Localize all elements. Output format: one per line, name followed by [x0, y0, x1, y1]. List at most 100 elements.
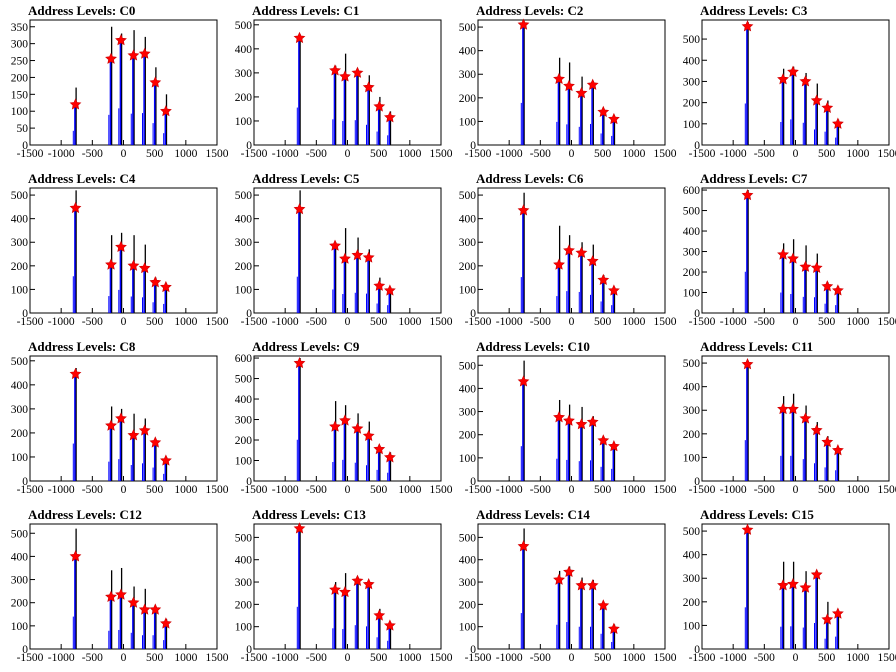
peak-marker	[362, 429, 375, 441]
y-tick-label: 0	[694, 476, 700, 488]
peak-marker	[138, 603, 151, 615]
x-tick-label: -1500	[241, 484, 268, 496]
x-tick-label: 0	[121, 484, 127, 496]
chart-svg: Address Levels: C12 0 100 200 300 400 500 -1500…	[11, 507, 229, 664]
peak-marker	[575, 246, 588, 258]
y-tick-label: 300	[459, 407, 477, 419]
peak-marker	[293, 356, 306, 369]
y-tick-label: 0	[694, 140, 700, 152]
y-tick-label: 500	[11, 528, 29, 540]
peak-marker	[553, 72, 566, 84]
peak-marker	[586, 579, 599, 591]
x-tick-label: 1000	[398, 148, 421, 160]
x-tick-label: 0	[345, 148, 351, 160]
y-tick-label: 0	[22, 140, 28, 152]
y-tick-label: 500	[459, 190, 477, 202]
chart-title: Address Levels: C10	[476, 339, 590, 354]
x-tick-label: -1000	[272, 484, 299, 496]
peak-marker	[553, 411, 566, 423]
y-tick-label: 100	[11, 106, 29, 118]
x-tick-label: 1500	[654, 652, 677, 664]
x-tick-label: 0	[345, 652, 351, 664]
plot-frame	[29, 523, 218, 650]
y-tick-label: 0	[246, 140, 252, 152]
chart-svg: Address Levels: C10100200300400500-1500-…	[235, 3, 453, 160]
x-tick-label: 0	[569, 316, 575, 328]
x-tick-label: 1500	[206, 316, 229, 328]
y-tick-label: 400	[683, 550, 701, 562]
peak-marker	[787, 402, 799, 415]
x-tick-label: 0	[569, 148, 575, 160]
chart-panel: Address Levels: C1 0 100 200 300 400 500 -1500-…	[224, 0, 453, 168]
x-tick-label: 1000	[846, 484, 869, 496]
y-tick-label: 100	[459, 622, 477, 634]
y-tick-label: 300	[235, 415, 253, 427]
peak-marker	[293, 202, 306, 215]
peak-marker	[799, 260, 812, 272]
peak-marker	[127, 259, 140, 271]
peak-marker	[105, 52, 117, 64]
chart-svg: Address Levels: C50100200300400500-1500-…	[235, 171, 453, 328]
plot-frame	[701, 355, 890, 482]
peak-marker	[741, 20, 754, 32]
peak-marker	[832, 284, 844, 296]
peak-marker	[517, 375, 530, 387]
x-tick-label: -500	[754, 652, 775, 664]
x-tick-label: 1000	[174, 652, 197, 664]
peak-marker	[597, 273, 610, 285]
x-tick-label: 500	[818, 148, 836, 160]
peak-marker	[160, 454, 172, 466]
y-tick-label: 300	[683, 573, 701, 585]
x-tick-label: 1500	[654, 484, 677, 496]
x-tick-label: 0	[121, 316, 127, 328]
y-tick-label: 0	[246, 308, 252, 320]
peak-marker	[586, 78, 599, 90]
peak-marker	[160, 617, 172, 629]
y-tick-label: 500	[235, 20, 253, 32]
plot-frame	[253, 523, 442, 650]
x-tick-label: 1500	[430, 484, 453, 496]
x-tick-label: 1500	[878, 652, 896, 664]
x-tick-label: -500	[530, 484, 551, 496]
peak-marker	[105, 419, 118, 431]
chart-panel: Address Levels: C3 0 100 200 300 400 500 -1500-…	[672, 0, 896, 168]
chart-panel: Address Levels: C15 0 100 200 300 400 500 -1500…	[672, 504, 896, 672]
x-tick-label: 1000	[846, 316, 869, 328]
y-tick-label: 0	[694, 308, 700, 320]
x-tick-label: 1000	[622, 484, 645, 496]
y-tick-label: 100	[459, 453, 477, 465]
y-tick-label: 0	[22, 476, 28, 488]
x-tick-label: -1500	[17, 316, 44, 328]
x-tick-label: 0	[793, 484, 799, 496]
peak-marker	[351, 248, 364, 261]
peak-marker	[160, 280, 172, 293]
peak-marker	[777, 73, 790, 85]
x-tick-label: 0	[569, 652, 575, 664]
chart-title: Address Levels: C3	[700, 3, 808, 18]
chart-title: Address Levels: C0	[28, 3, 135, 18]
x-tick-label: -1500	[241, 652, 268, 664]
peak-marker	[160, 104, 172, 117]
y-tick-label: 100	[683, 119, 701, 131]
peak-marker	[821, 101, 834, 113]
y-tick-label: 0	[22, 308, 28, 320]
peak-marker	[127, 429, 140, 441]
peak-marker	[69, 201, 82, 214]
x-tick-label: -1500	[465, 316, 492, 328]
y-tick-label: 200	[11, 261, 29, 273]
x-tick-label: 500	[818, 652, 836, 664]
x-tick-label: 1500	[878, 148, 896, 160]
y-tick-label: 200	[11, 72, 29, 84]
y-tick-label: 300	[11, 39, 29, 51]
y-tick-label: 250	[11, 56, 29, 68]
x-tick-label: 1000	[398, 316, 421, 328]
chart-svg: Address Levels: C30100200300400500-1500-…	[683, 3, 896, 160]
y-tick-label: 100	[235, 284, 253, 296]
chart-svg: Address Levels: C7 0 100 200 300 400 500 600 -15…	[683, 171, 896, 328]
peak-marker	[138, 424, 151, 436]
chart-panel: Address Levels: C8 0 100 200 300 400 500 -1500-…	[0, 336, 229, 504]
chart-panel: Address Levels: C9 0 100 200 300 400 500 600 -15…	[224, 336, 453, 504]
peak-marker	[115, 588, 127, 600]
y-tick-label: 300	[235, 577, 253, 589]
x-tick-label: 1500	[430, 652, 453, 664]
